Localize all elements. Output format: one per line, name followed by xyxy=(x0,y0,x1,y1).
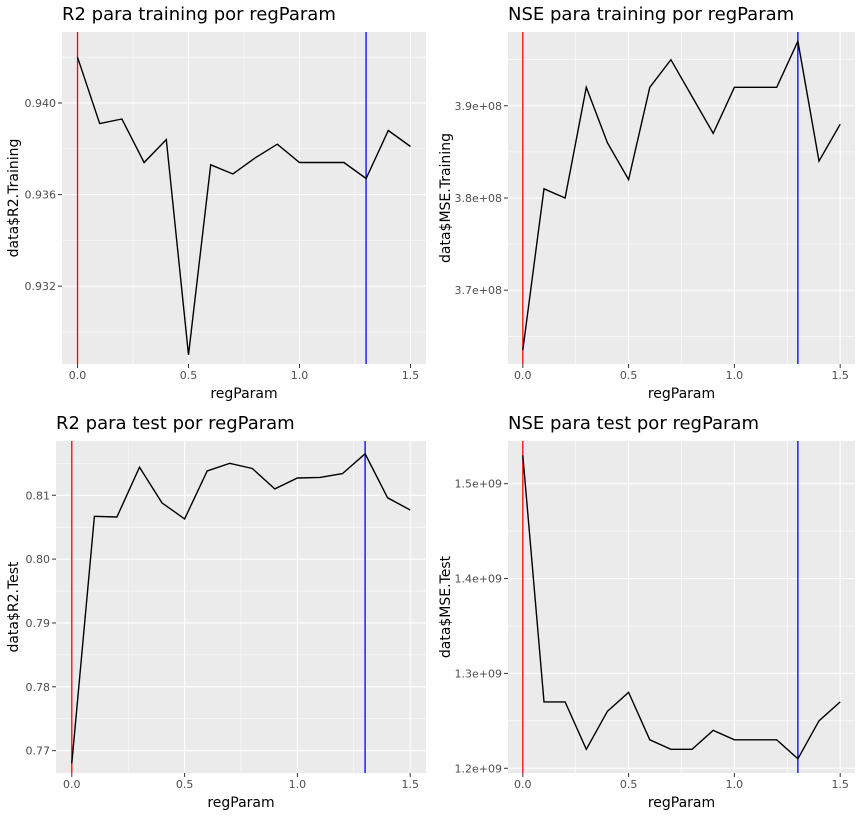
x-tick-label: 1.0 xyxy=(289,778,307,791)
y-tick-label: 0.78 xyxy=(26,681,51,694)
y-tick-label: 3.9e+08 xyxy=(455,100,502,113)
x-tick-label: 0.5 xyxy=(180,369,198,382)
y-tick-label: 1.3e+09 xyxy=(455,667,502,680)
y-tick-label: 0.936 xyxy=(25,189,57,202)
x-tick-label: 0.0 xyxy=(514,369,532,382)
y-tick-label: 0.77 xyxy=(26,745,51,758)
chart-title: NSE para test por regParam xyxy=(508,413,759,434)
series-line xyxy=(522,38,841,351)
x-tick-label: 0.0 xyxy=(63,778,81,791)
chart-panel-4: 0.0 0.5 1.0 1.5 1.2e+09 1.3e+09 1.4e+09 1.5e+09… xyxy=(438,413,855,811)
y-tick-label: 0.81 xyxy=(26,489,51,502)
x-tick-label: 1.5 xyxy=(402,369,420,382)
chart-title: NSE para training por regParam xyxy=(508,4,794,25)
y-tick-label: 3.7e+08 xyxy=(455,284,502,297)
y-axis-title: data$MSE.Training xyxy=(438,133,454,263)
y-axis-title: data$R2.Test xyxy=(6,561,22,653)
x-tick-label: 0.5 xyxy=(620,369,638,382)
x-tick-label: 1.5 xyxy=(831,369,849,382)
y-tick-label: 3.8e+08 xyxy=(455,192,502,205)
y-tick-label: 0.932 xyxy=(25,280,57,293)
y-tick-label: 1.2e+09 xyxy=(455,762,502,775)
x-tick-label: 0.0 xyxy=(69,369,87,382)
chart-panel-2: 0.0 0.5 1.0 1.5 3.7e+08 3.8e+08 3.9e+08 NSE par… xyxy=(438,4,855,402)
y-tick-label: 0.79 xyxy=(26,617,51,630)
series-line xyxy=(76,56,411,355)
x-tick-label: 0.5 xyxy=(620,778,638,791)
series-line xyxy=(522,455,841,760)
y-tick-label: 0.80 xyxy=(26,553,51,566)
x-tick-label: 1.5 xyxy=(401,778,419,791)
x-axis-title: regParam xyxy=(207,795,274,811)
chart-title: R2 para test por regParam xyxy=(56,413,295,434)
x-tick-label: 1.0 xyxy=(291,369,309,382)
y-axis-title: data$MSE.Test xyxy=(438,555,454,658)
x-axis-title: regParam xyxy=(648,795,715,811)
x-tick-label: 0.0 xyxy=(514,778,532,791)
x-tick-label: 1.5 xyxy=(831,778,849,791)
x-axis-title: regParam xyxy=(648,386,715,402)
x-tick-label: 1.0 xyxy=(726,778,744,791)
y-axis-title: data$R2.Training xyxy=(6,139,22,258)
x-tick-label: 1.0 xyxy=(726,369,744,382)
chart-panel-1: 0.0 0.5 1.0 1.5 0.932 0.936 0.940 R2 para train… xyxy=(6,4,426,402)
y-tick-label: 0.940 xyxy=(25,97,57,110)
y-tick-label: 1.5e+09 xyxy=(455,478,502,491)
series-line xyxy=(71,452,411,764)
chart-title: R2 para training por regParam xyxy=(62,4,336,25)
x-axis-title: regParam xyxy=(210,386,277,402)
y-tick-label: 1.4e+09 xyxy=(455,573,502,586)
x-tick-label: 0.5 xyxy=(176,778,194,791)
chart-panel-3: 0.0 0.5 1.0 1.5 0.77 0.78 0.79 0.80 0.81 R2 para … xyxy=(6,413,426,811)
